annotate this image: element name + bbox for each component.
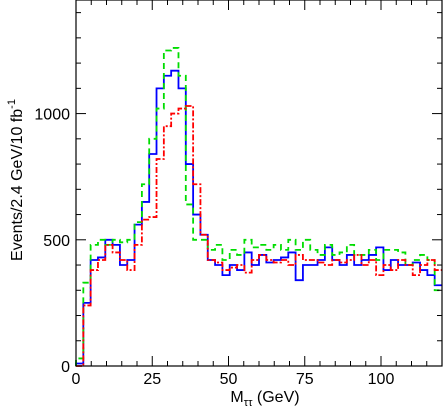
x-tick-label-75: 75 [296,371,314,388]
x-axis-label: Mττ (GeV) [230,389,299,409]
plot-frame [75,0,443,367]
series-line-2 [75,47,442,366]
y-tick-label-500: 500 [43,233,70,250]
x-tick-label-100: 100 [368,371,395,388]
y-tick-label-0: 0 [61,359,70,376]
series-line-3 [76,105,442,367]
series-line-1 [75,69,442,366]
y-axis-label: Events/2.4 GeV/10 fb-1 [6,99,26,261]
x-tick-label-25: 25 [143,371,161,388]
series-layer [75,47,442,367]
y-tick-label-1000: 1000 [34,107,70,124]
x-tick-label-0: 0 [72,371,81,388]
x-tick-label-50: 50 [220,371,238,388]
